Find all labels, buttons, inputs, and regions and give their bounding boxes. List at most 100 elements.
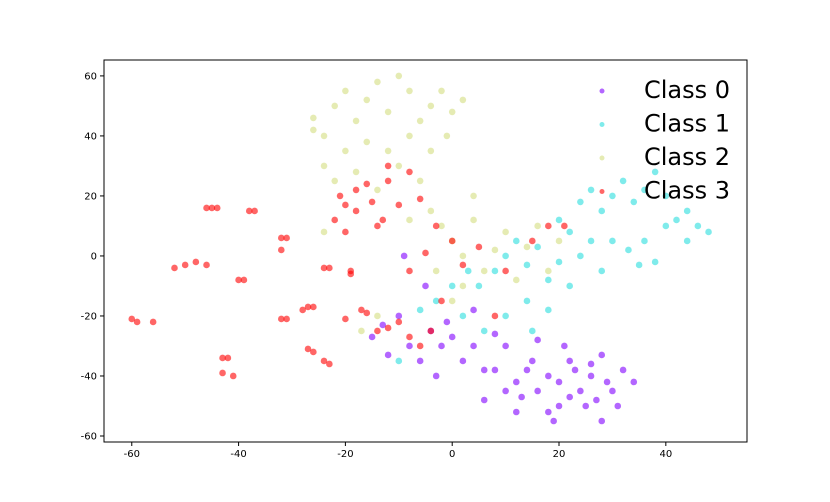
point — [635, 261, 643, 269]
point — [555, 237, 563, 245]
point — [320, 162, 328, 170]
point — [470, 342, 477, 350]
point — [598, 207, 606, 215]
point — [363, 138, 371, 146]
point — [326, 360, 333, 368]
point — [416, 117, 424, 125]
legend-label: Class 0 — [644, 76, 730, 104]
point — [342, 228, 349, 236]
point — [673, 216, 680, 224]
point — [384, 324, 392, 332]
point — [480, 267, 488, 275]
point — [331, 216, 339, 224]
point — [304, 345, 312, 353]
point — [438, 222, 445, 230]
point — [368, 333, 376, 341]
point — [358, 327, 365, 335]
point — [384, 162, 392, 170]
point — [422, 249, 429, 257]
point — [534, 387, 541, 395]
y-tick-label: 0 — [91, 251, 97, 262]
point — [310, 114, 317, 122]
point — [245, 207, 253, 215]
point — [283, 315, 290, 323]
legend-label: Class 3 — [644, 177, 730, 205]
point — [128, 315, 136, 323]
point — [406, 333, 413, 341]
point — [400, 252, 408, 260]
point — [523, 243, 531, 251]
point — [593, 396, 600, 404]
point — [171, 264, 178, 272]
point — [480, 366, 488, 374]
point — [566, 357, 573, 365]
point — [545, 408, 552, 416]
point — [609, 387, 616, 395]
point — [545, 306, 552, 314]
point — [283, 234, 290, 242]
point — [320, 357, 328, 365]
point — [518, 393, 525, 401]
point — [480, 396, 488, 404]
point — [651, 168, 659, 176]
point — [310, 126, 317, 134]
point — [630, 198, 638, 206]
point — [448, 297, 456, 305]
point — [229, 372, 237, 380]
y-tick-label: 40 — [84, 131, 97, 142]
point — [587, 360, 595, 368]
point — [395, 162, 403, 170]
point — [384, 147, 392, 155]
point — [459, 282, 467, 290]
point — [523, 297, 531, 305]
point — [491, 330, 499, 338]
point — [470, 216, 477, 224]
point — [512, 237, 520, 245]
point — [475, 243, 483, 251]
point — [448, 282, 456, 290]
point — [555, 258, 563, 266]
point — [379, 216, 387, 224]
point — [342, 315, 349, 323]
point — [432, 267, 440, 275]
point — [342, 201, 349, 209]
point — [374, 78, 381, 86]
point — [561, 342, 568, 350]
point — [705, 228, 712, 236]
point — [464, 267, 472, 275]
point — [374, 222, 381, 230]
point — [480, 327, 488, 335]
point — [566, 393, 573, 401]
point — [363, 309, 371, 317]
point — [374, 186, 381, 194]
legend-marker — [599, 122, 605, 127]
point — [438, 342, 445, 350]
point — [299, 306, 306, 314]
point — [374, 327, 381, 335]
point — [619, 366, 627, 374]
point — [320, 132, 328, 140]
point — [416, 195, 424, 203]
point — [406, 267, 413, 275]
point — [534, 222, 541, 230]
legend-label: Class 2 — [644, 143, 730, 171]
point — [422, 282, 429, 290]
point — [502, 312, 509, 320]
point — [502, 228, 509, 236]
point — [342, 87, 349, 95]
point — [555, 378, 563, 386]
point — [203, 261, 210, 269]
point — [395, 72, 403, 80]
point — [240, 276, 248, 284]
x-tick-label: -40 — [230, 449, 246, 460]
point — [331, 177, 339, 185]
point — [523, 261, 531, 269]
point — [566, 228, 573, 236]
point — [651, 258, 659, 266]
point — [561, 222, 568, 230]
point — [529, 237, 536, 245]
point — [406, 342, 413, 350]
point — [566, 282, 573, 290]
point — [545, 222, 552, 230]
point — [320, 228, 328, 236]
